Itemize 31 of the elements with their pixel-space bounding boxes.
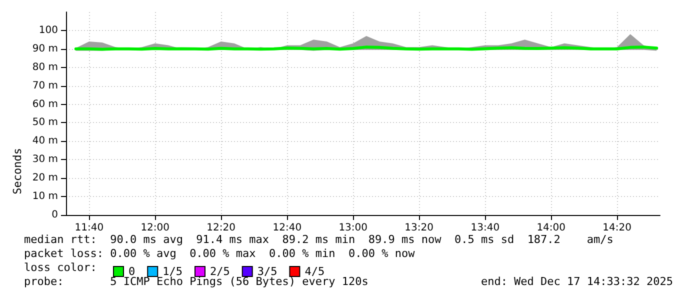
y-tick-label: 60 m bbox=[32, 98, 58, 110]
text: packet loss: 0.00 % avg 0.00 % max 0.00 % min 0.00 % now bbox=[24, 247, 416, 260]
legend-label: 1/5 bbox=[162, 265, 182, 278]
x-tick-label: 11:40 bbox=[74, 222, 104, 234]
x-tick-label: 14:00 bbox=[536, 222, 566, 234]
y-tick-label: 80 m bbox=[32, 62, 58, 73]
legend-label: 3/5 bbox=[257, 265, 278, 278]
legend-title: loss color: bbox=[24, 261, 97, 274]
x-tick-label: 12:40 bbox=[272, 222, 302, 234]
y-tick-label: 100 bbox=[38, 24, 58, 36]
y-tick-label: 0 bbox=[52, 210, 58, 220]
y-tick-label: 30 m bbox=[32, 154, 58, 166]
y-tick-label: 90 m bbox=[32, 43, 58, 54]
x-tick-label: 14:20 bbox=[602, 222, 632, 234]
legend-label: 0 bbox=[128, 265, 136, 278]
legend-label: 2/5 bbox=[210, 265, 230, 278]
x-tick-label: 13:40 bbox=[470, 222, 500, 234]
x-tick-label: 12:00 bbox=[140, 222, 170, 234]
y-tick-label: 70 m bbox=[32, 80, 58, 92]
text: end: Wed Dec 17 14:33:32 2025 bbox=[480, 275, 674, 288]
y-tick-label: 40 m bbox=[32, 136, 58, 147]
legend-label: 4/5 bbox=[304, 265, 325, 278]
text: median rtt: 90.0 ms avg 91.4 ms max 89.2 ms min 89.9 ms now 0.5 ms sd 187.2 am/s bbox=[24, 233, 614, 246]
y-axis-title: Seconds bbox=[11, 148, 24, 194]
y-tick-label: 10 m bbox=[32, 191, 58, 202]
x-tick-label: 12:20 bbox=[206, 222, 236, 234]
x-tick-label: 13:20 bbox=[404, 222, 434, 234]
y-tick-label: 50 m bbox=[32, 117, 58, 128]
x-tick-label: 13:00 bbox=[338, 222, 368, 234]
y-tick-label: 20 m bbox=[32, 172, 58, 184]
text: probe: 5 ICMP Echo Pings (56 Bytes) every 120s bbox=[24, 275, 368, 288]
